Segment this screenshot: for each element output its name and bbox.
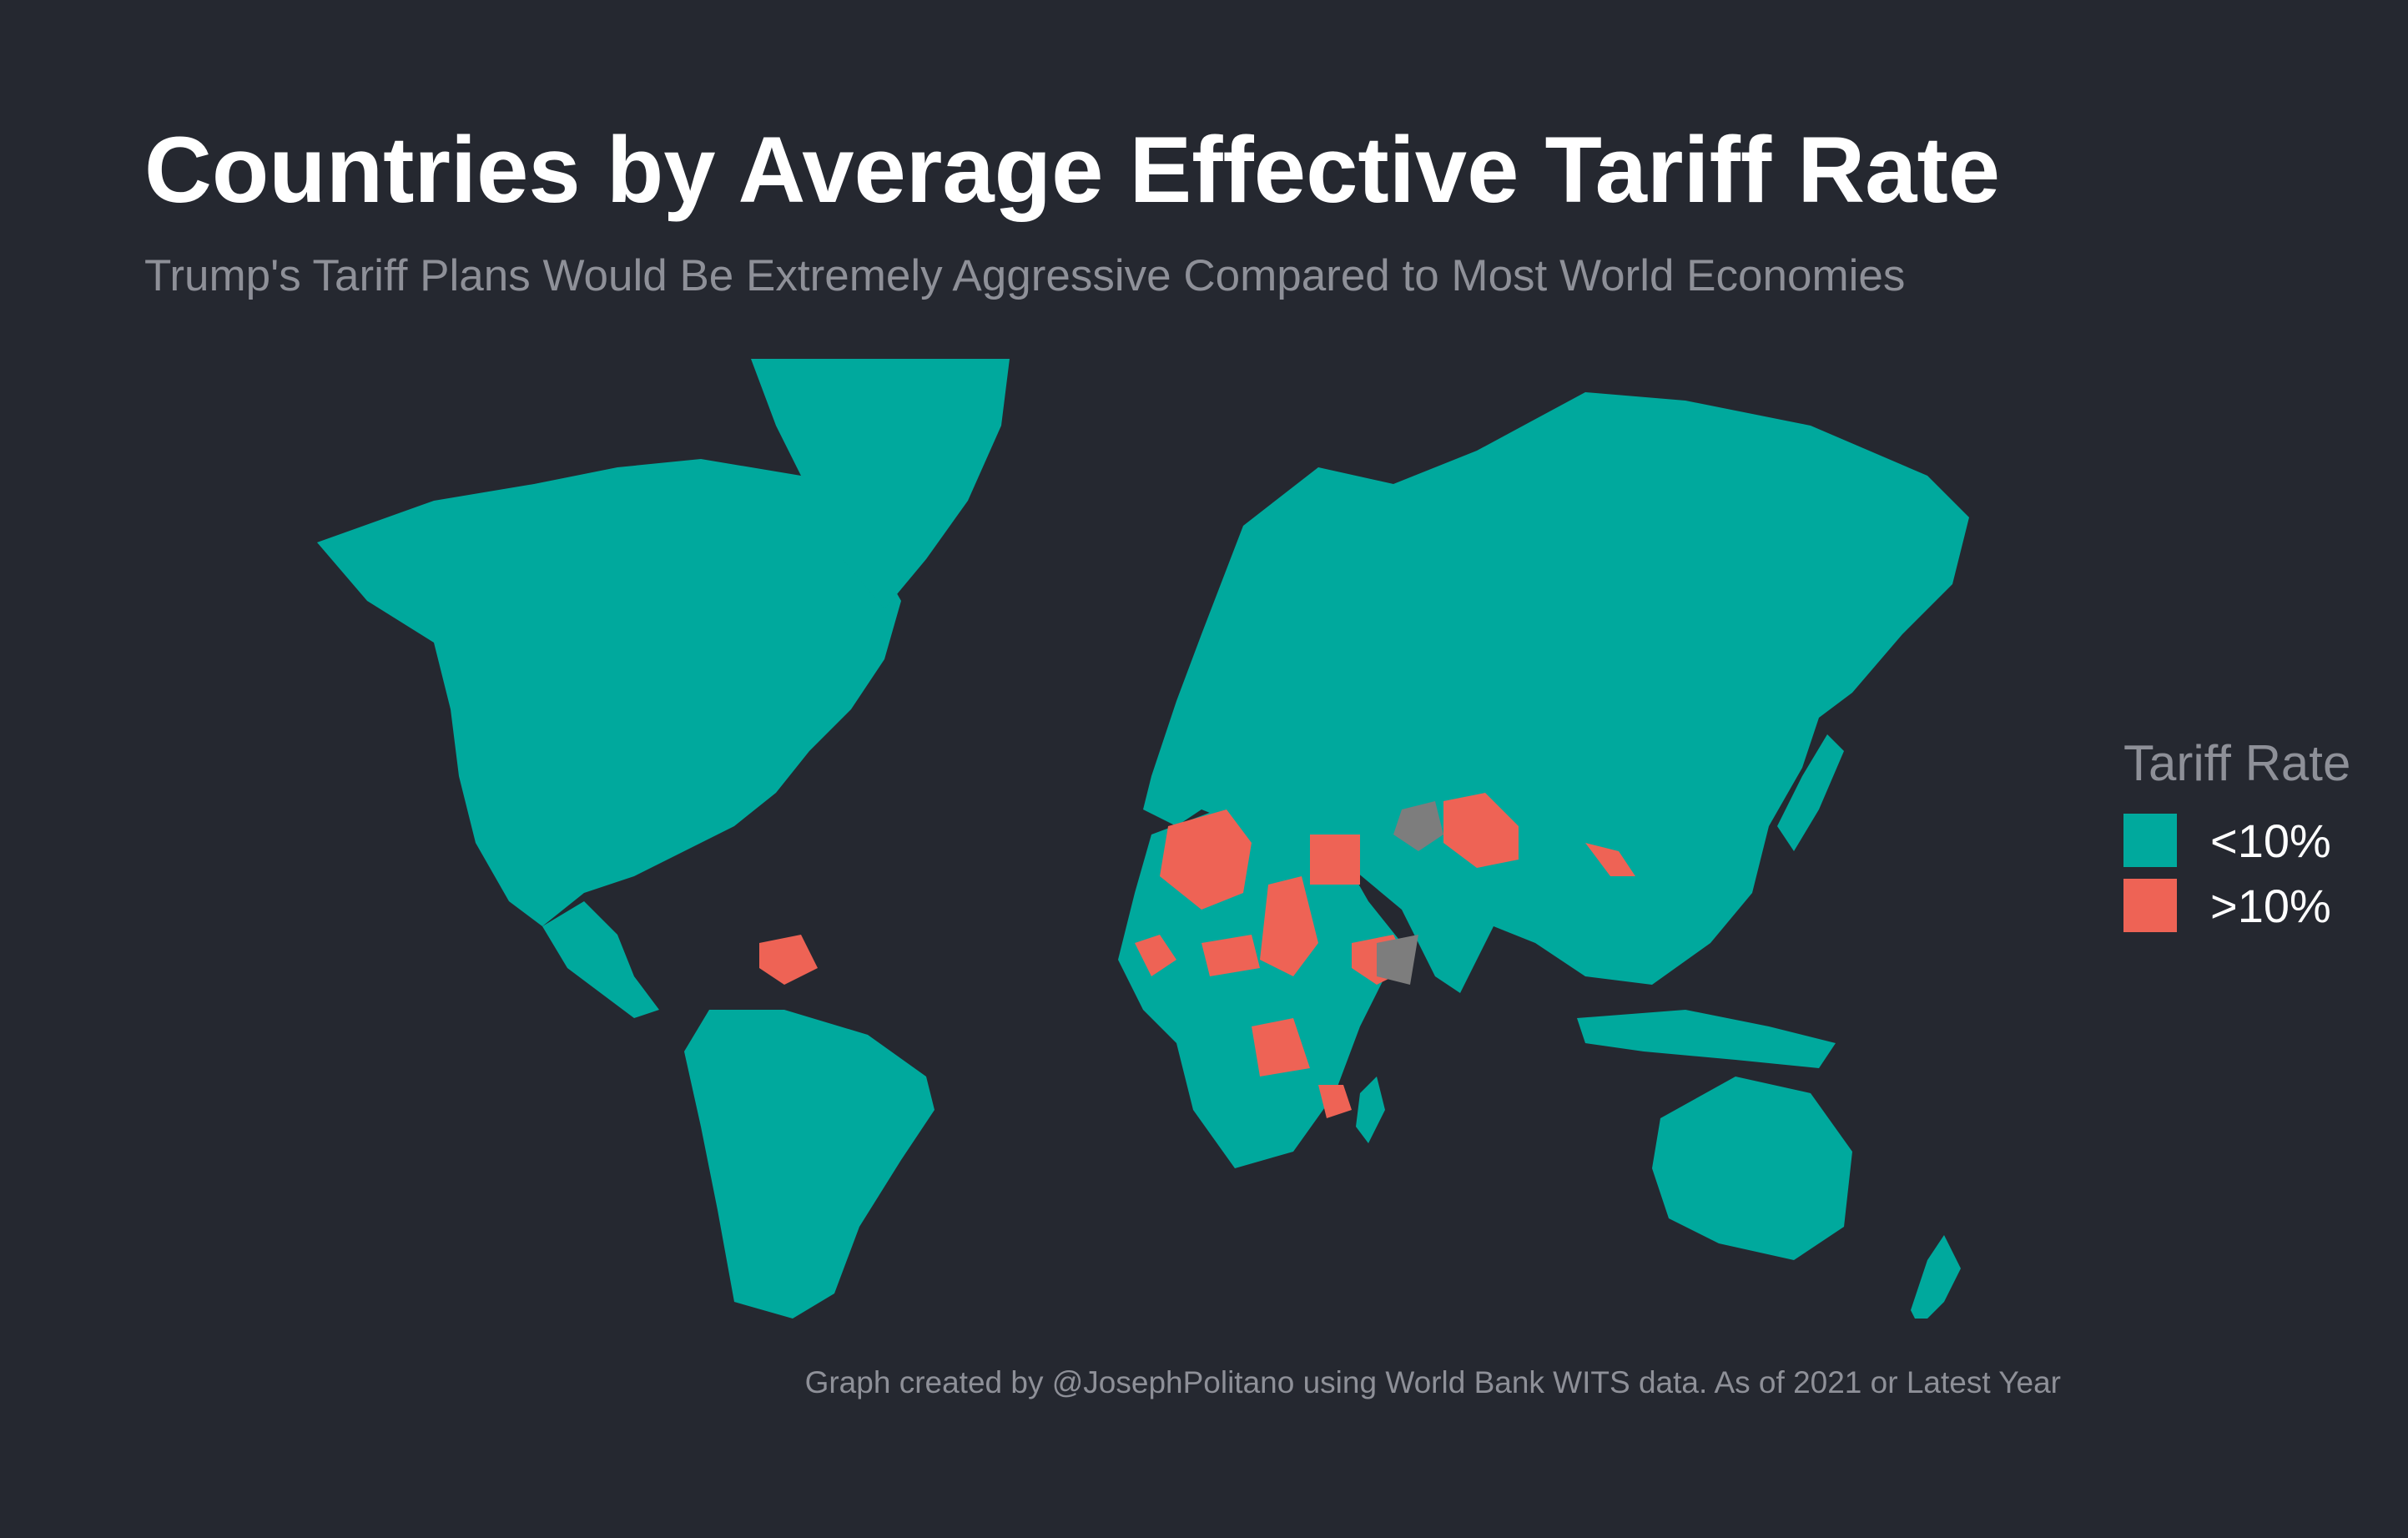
north-america: [317, 459, 901, 926]
world-map: [317, 359, 1969, 1319]
legend-title: Tariff Rate: [2123, 735, 2351, 791]
west-africa: [1135, 935, 1176, 976]
madagascar: [1356, 1077, 1385, 1143]
nepal-bangladesh: [1585, 843, 1635, 876]
angola: [1252, 1018, 1310, 1077]
legend-swatch-low: [2123, 814, 2177, 867]
australia: [1652, 1077, 1852, 1260]
low-tariff-regions: [317, 359, 1969, 1319]
legend-swatch-high: [2123, 879, 2177, 932]
somalia-sudan: [1377, 935, 1418, 985]
algeria: [1160, 809, 1252, 910]
venezuela: [759, 935, 818, 985]
legend-item-high: >10%: [2123, 874, 2350, 937]
iraq-syria: [1393, 801, 1443, 851]
chad-region: [1260, 876, 1318, 976]
central-west-africa: [1201, 935, 1260, 976]
zimbabwe: [1318, 1085, 1352, 1118]
map-legend: Tariff Rate <10% >10%: [2123, 734, 2350, 939]
iran: [1443, 793, 1519, 868]
map-title: Countries by Average Effective Tariff Ra…: [144, 118, 2001, 222]
greenland: [751, 359, 1010, 609]
japan: [1777, 734, 1844, 851]
legend-item-low: <10%: [2123, 809, 2350, 872]
egypt: [1310, 835, 1360, 885]
legend-label-high: >10%: [2210, 879, 2331, 932]
southeast-asia-islands: [1577, 1010, 1836, 1068]
source-caption: Graph created by @JosephPolitano using W…: [804, 1365, 2061, 1399]
no-data-regions: [1377, 801, 1443, 985]
legend-label-low: <10%: [2210, 814, 2331, 867]
new-zealand: [1911, 1235, 1961, 1319]
map-subtitle: Trump's Tariff Plans Would Be Extremely …: [144, 251, 1906, 300]
south-america: [684, 1010, 934, 1319]
central-america: [542, 901, 659, 1018]
